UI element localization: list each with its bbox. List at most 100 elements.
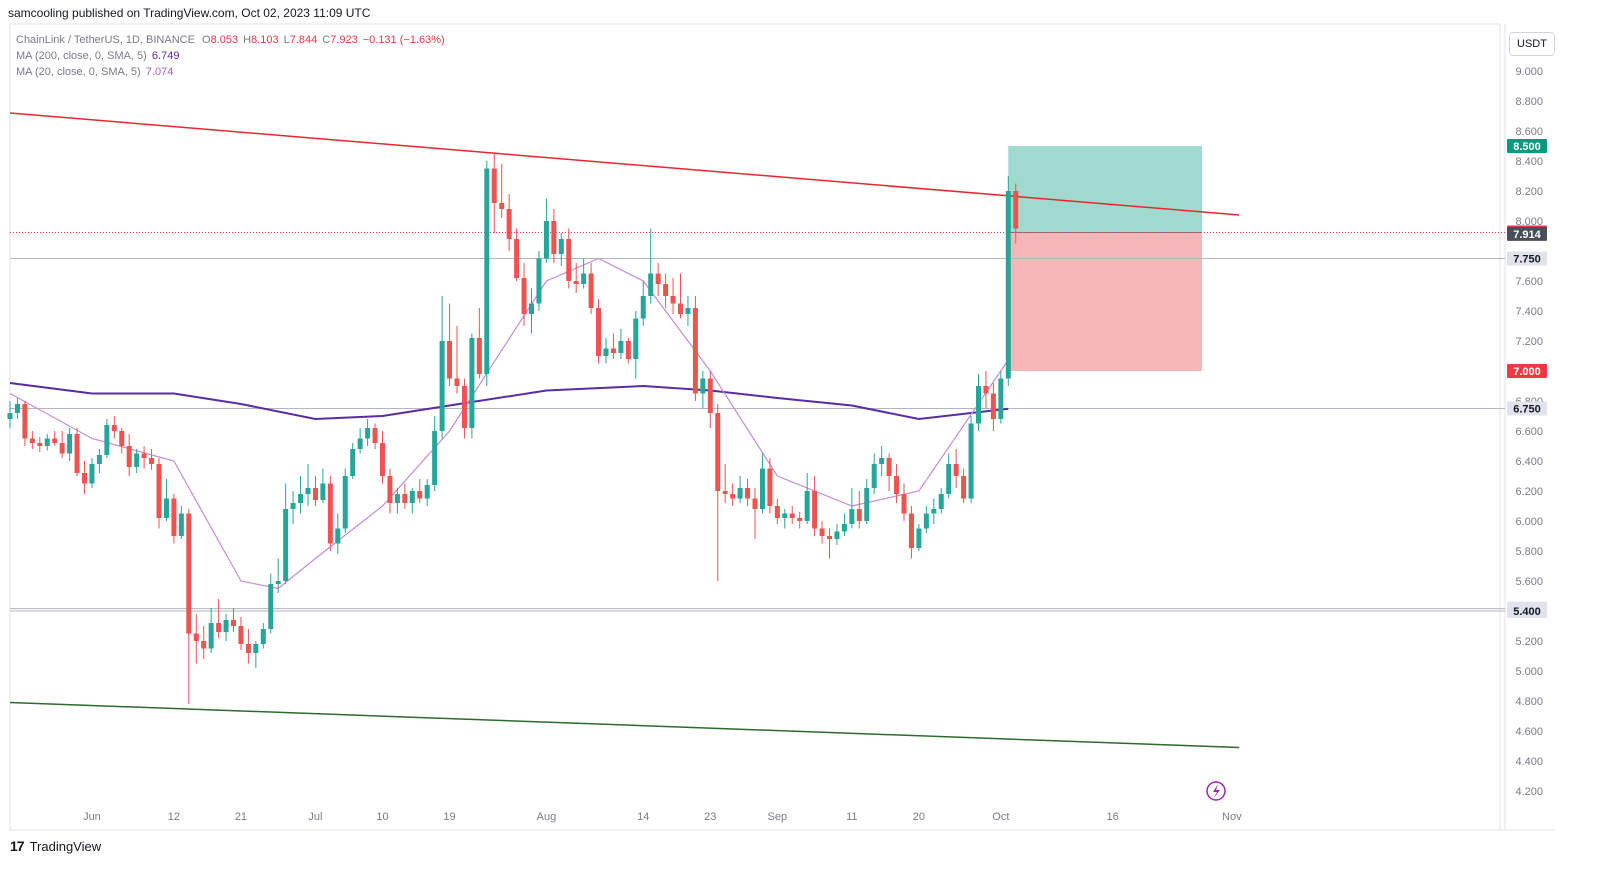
candle [558, 233, 564, 266]
candle-body [722, 491, 728, 494]
candle [737, 476, 743, 503]
candle-body [849, 509, 855, 524]
candle [432, 416, 438, 491]
candle [827, 528, 832, 559]
ohlc-value: 7.923 [330, 34, 358, 46]
candle-body [812, 491, 818, 529]
candle [82, 461, 87, 494]
candle-body [402, 494, 408, 503]
candle-body [573, 281, 579, 284]
candle-body [901, 494, 907, 514]
tradingview-brand: TradingView [29, 838, 102, 854]
candle-body [7, 413, 13, 419]
candle-body [141, 453, 147, 458]
x-tick-label: 16 [1106, 811, 1118, 823]
candle [469, 333, 475, 439]
candle-body [908, 513, 914, 548]
y-tick-label: 6.400 [1515, 456, 1543, 468]
candle [253, 641, 259, 668]
y-tick-label: 6.200 [1515, 486, 1543, 498]
candle [149, 449, 155, 470]
candle [156, 458, 162, 529]
candle [998, 371, 1004, 424]
candle [14, 398, 20, 419]
candle [908, 506, 914, 559]
candle [797, 512, 803, 529]
candle [447, 303, 453, 386]
ma20-line [9, 257, 1009, 590]
candle-body [89, 464, 95, 484]
candle [141, 446, 147, 469]
tradingview-logo[interactable]: 17 TradingView [10, 838, 101, 854]
candle [283, 483, 289, 584]
candle-body [268, 584, 274, 629]
candle-body [350, 449, 356, 476]
candle-body [551, 221, 557, 254]
candle-body [514, 239, 520, 278]
candle [201, 626, 207, 659]
candle [610, 333, 616, 359]
candle-body [312, 488, 318, 500]
ohlc-item: H8.103 [243, 34, 278, 46]
candle-body [759, 468, 765, 509]
candle-body [394, 494, 400, 503]
candle [819, 521, 825, 544]
candle-body [685, 308, 691, 314]
candle [260, 623, 266, 649]
candle-body [745, 488, 751, 499]
price-axis-label-text: 7.000 [1513, 366, 1541, 378]
candle-body [767, 468, 773, 506]
price-axis-label: 7.000 [1507, 364, 1547, 378]
price-axis-label-text: 7.914 [1513, 229, 1541, 241]
candle [454, 326, 460, 394]
candle [864, 479, 870, 524]
candle [1005, 176, 1011, 386]
candle-body [990, 393, 996, 419]
candle-body [976, 386, 981, 424]
candle [529, 288, 534, 334]
ohlc-key: C [322, 34, 331, 46]
plot-frame [9, 23, 1501, 831]
candle-body [610, 348, 616, 353]
x-tick-label: Oct [992, 811, 1009, 823]
price-axis-label-bg [1507, 364, 1547, 378]
candle-body [111, 425, 117, 431]
candle-body [439, 341, 445, 431]
candle [387, 468, 393, 514]
candle [514, 228, 520, 281]
candle [506, 194, 512, 251]
candle-body [104, 425, 110, 455]
ohlc-item: −0.131 (−1.63%) [363, 34, 445, 46]
candle [52, 431, 58, 446]
candle [685, 296, 691, 326]
candle [499, 164, 505, 218]
candle [946, 453, 952, 499]
candle [111, 416, 117, 439]
ohlc-item: C7.923 [322, 34, 357, 46]
x-tick-label: Jul [308, 811, 322, 823]
candle-body [730, 494, 736, 499]
y-tick-label: 4.800 [1515, 696, 1543, 708]
candle-body [715, 413, 721, 491]
candle [625, 338, 631, 364]
candle-body [983, 386, 989, 394]
candle-body [22, 404, 28, 439]
currency-unit-button[interactable]: USDT [1509, 32, 1555, 56]
price-axis-label-bg [1507, 226, 1547, 241]
publisher-caption: samcooling published on TradingView.com,… [8, 6, 371, 20]
candle-body [231, 620, 236, 626]
resistance-trendline [9, 112, 1240, 216]
candle-body [335, 528, 341, 544]
candle-body [521, 278, 527, 314]
candle-body [588, 273, 594, 308]
candle [119, 428, 125, 454]
candle-body [14, 404, 20, 413]
candle-body [275, 581, 281, 584]
candle [715, 404, 721, 581]
candle [849, 488, 855, 529]
candle [573, 263, 579, 293]
candle [633, 311, 639, 379]
price-axis-label: 8.500 [1507, 139, 1547, 153]
ma200-line [9, 382, 1009, 421]
